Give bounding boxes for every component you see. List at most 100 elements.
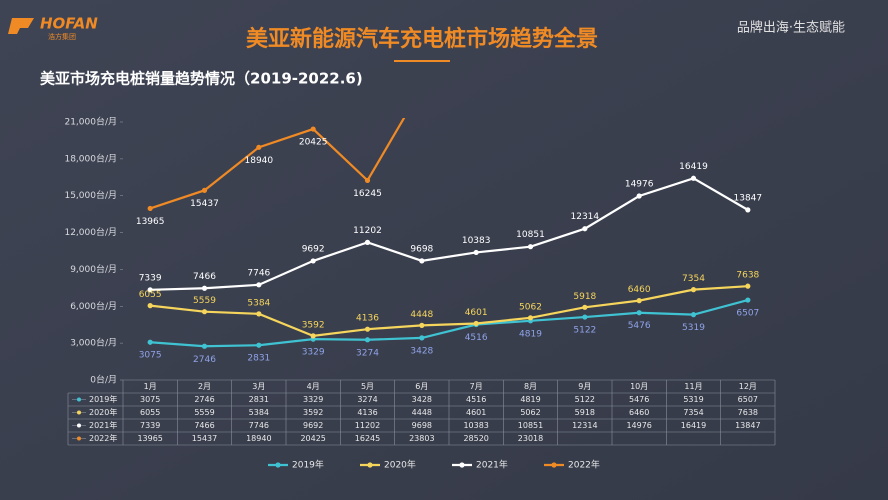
legend-label: 2021年 <box>476 459 508 471</box>
table-cell: 11202 <box>355 421 380 430</box>
data-label: 7638 <box>736 271 759 281</box>
table-cell: 16419 <box>681 421 706 430</box>
data-point <box>201 187 208 193</box>
table-cell: 5384 <box>249 408 269 417</box>
table-cell: 4448 <box>412 408 432 417</box>
data-label: 11202 <box>353 226 382 236</box>
data-label: 7746 <box>247 268 270 278</box>
table-cell: 20425 <box>300 434 325 443</box>
data-label: 5918 <box>573 292 596 302</box>
table-key-dot <box>77 397 81 402</box>
y-tick-label: 6,000台/月 <box>70 300 117 312</box>
table-cell: 7638 <box>738 408 758 417</box>
data-point <box>473 249 479 256</box>
data-label: 10383 <box>462 236 491 246</box>
data-label: 9698 <box>410 244 433 254</box>
data-label: 5062 <box>519 302 542 312</box>
legend-key-dot <box>275 462 281 468</box>
table-cell: 5918 <box>575 408 595 417</box>
table-cell: 6055 <box>140 408 160 417</box>
y-tick-label: 18,000台/月 <box>64 152 117 164</box>
data-point <box>310 258 316 264</box>
table-cell: 10383 <box>463 421 488 430</box>
data-point <box>201 285 208 291</box>
data-point <box>147 303 153 309</box>
data-label: 20425 <box>299 138 328 148</box>
table-cell: 23803 <box>409 434 434 443</box>
table-cell: 13847 <box>735 421 760 430</box>
table-cell: 5559 <box>194 408 214 417</box>
table-cell: 7339 <box>140 421 160 430</box>
table-cell: 9698 <box>412 421 432 430</box>
data-label: 9692 <box>302 244 325 254</box>
data-point <box>527 244 534 250</box>
logo-sub: 浩方集团 <box>48 32 76 41</box>
data-point <box>256 282 262 288</box>
table-cell: 6507 <box>738 395 758 404</box>
table-cell: 2831 <box>249 395 269 404</box>
data-point <box>582 314 588 320</box>
table-cell: 5122 <box>575 395 595 404</box>
data-label: 13965 <box>136 217 165 227</box>
data-label: 16245 <box>353 189 382 199</box>
data-point <box>636 193 642 199</box>
legend-key-dot <box>459 462 465 468</box>
data-label: 7354 <box>682 274 705 284</box>
table-row-label: 2019年 <box>89 394 117 404</box>
data-label: 4516 <box>465 333 488 343</box>
data-label: 5476 <box>628 321 651 331</box>
series-line <box>150 298 749 348</box>
table-cell: 18940 <box>246 434 271 443</box>
y-tick-label: 12,000台/月 <box>64 226 117 238</box>
x-tick-label: 6月 <box>415 382 428 391</box>
legend-label: 2022年 <box>568 459 600 471</box>
table-cell: 28520 <box>463 434 488 443</box>
data-label: 3428 <box>410 346 433 356</box>
data-point <box>527 315 534 321</box>
data-point <box>364 337 371 343</box>
data-label: 3592 <box>302 320 325 330</box>
legend-key-dot <box>551 462 557 468</box>
data-label: 16419 <box>679 162 708 172</box>
y-tick-label: 15,000台/月 <box>64 189 117 201</box>
table-cell: 10851 <box>518 421 543 430</box>
data-point <box>473 320 479 327</box>
table-cell: 5319 <box>683 395 703 404</box>
legend-key-dot <box>367 462 373 468</box>
table-key-dot <box>77 410 81 415</box>
data-point <box>310 333 316 339</box>
table-cell: 2746 <box>194 395 214 404</box>
data-point <box>147 287 153 293</box>
x-tick-label: 5月 <box>361 382 374 391</box>
y-tick-label: 3,000台/月 <box>70 337 117 349</box>
data-point <box>201 309 208 315</box>
table-row-label: 2021年 <box>89 420 117 430</box>
table-cell: 16245 <box>355 434 380 443</box>
x-tick-label: 3月 <box>252 382 265 391</box>
data-point <box>582 226 588 232</box>
table-cell: 4601 <box>466 408 486 417</box>
data-label: 14976 <box>625 180 654 190</box>
legend: 2019年 2020年 2021年 2022年 <box>268 459 600 471</box>
data-point <box>636 310 642 316</box>
table-cell: 5062 <box>520 408 540 417</box>
data-point <box>745 283 751 289</box>
table-cell: 15437 <box>192 434 217 443</box>
data-point <box>419 335 425 341</box>
data-point <box>147 339 153 345</box>
x-tick-label: 10月 <box>630 382 648 391</box>
data-point <box>690 312 697 318</box>
plot-area <box>147 118 751 349</box>
table-cell: 4819 <box>520 395 540 404</box>
table-cell: 13965 <box>137 434 162 443</box>
table-key-dot <box>77 423 81 428</box>
data-point <box>256 144 262 150</box>
data-label: 3329 <box>302 348 325 358</box>
table-cell: 7746 <box>249 421 269 430</box>
x-tick-label: 8月 <box>524 382 537 391</box>
data-point <box>256 342 262 348</box>
data-point <box>201 343 208 349</box>
data-point <box>419 258 425 264</box>
data-label: 5559 <box>193 296 216 306</box>
table-cell: 7354 <box>683 408 703 417</box>
